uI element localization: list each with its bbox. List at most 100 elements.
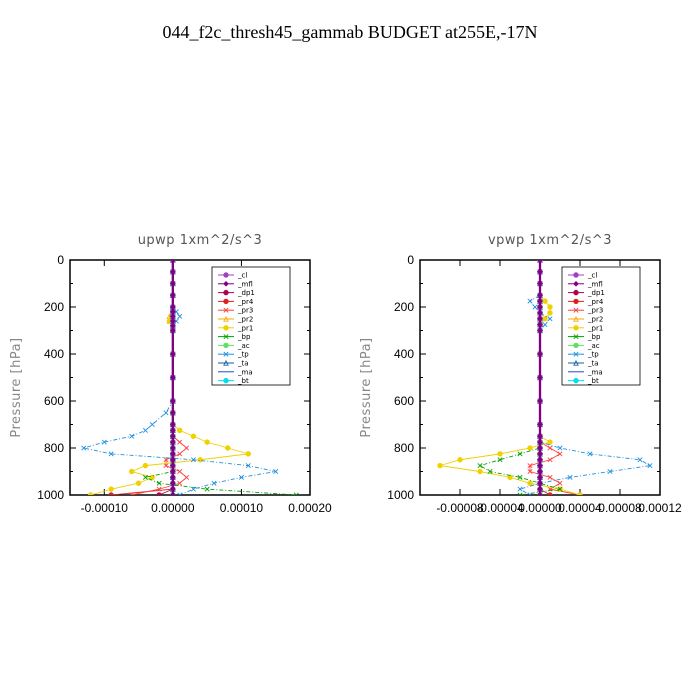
series-point-pr3 bbox=[129, 492, 135, 495]
series-point-mfl bbox=[170, 313, 176, 320]
series-point-pr1 bbox=[527, 445, 533, 451]
series-point-mfl bbox=[537, 445, 543, 451]
x-tick-label: 0.00010 bbox=[220, 501, 264, 515]
series-point-tp bbox=[557, 445, 563, 451]
series-point-tp bbox=[637, 457, 643, 463]
series-point-mfl bbox=[170, 468, 176, 475]
series-point-mfl bbox=[537, 468, 543, 475]
series-point-mfl bbox=[537, 304, 543, 310]
panel-title: upwp 1xm^2/s^3 bbox=[138, 233, 263, 248]
series-point-tp bbox=[587, 451, 593, 457]
legend-marker bbox=[223, 325, 229, 331]
series-group bbox=[437, 260, 653, 495]
x-tick-label: 0.00000 bbox=[518, 501, 562, 515]
legend-label: _bt bbox=[237, 377, 249, 385]
series-point-mfl bbox=[537, 439, 543, 445]
series-point-tp bbox=[567, 474, 573, 480]
legend-marker bbox=[573, 298, 579, 305]
series-point-mfl bbox=[170, 268, 176, 275]
series-point-pr3 bbox=[177, 468, 183, 475]
series-point-mfl bbox=[170, 409, 176, 416]
x-tick-label: -0.00008 bbox=[436, 501, 484, 515]
chart-panel-2: vpwp 1xm^2/s^3 Pressure [hPa] 0 200 400 600 80… bbox=[359, 233, 682, 515]
series-point-mfl bbox=[537, 315, 543, 322]
y-tick-label: 800 bbox=[394, 441, 414, 455]
y-tick-label: 400 bbox=[394, 347, 414, 361]
series-point-tp bbox=[108, 451, 114, 457]
series-point-tp bbox=[517, 486, 523, 492]
series-point-tp bbox=[607, 468, 613, 475]
legend-label: _ac bbox=[587, 342, 600, 350]
series-point-mfl bbox=[537, 480, 543, 487]
series-point-mfl bbox=[537, 474, 543, 481]
legend-label: _pr2 bbox=[237, 316, 253, 324]
series-point-pr3 bbox=[557, 480, 563, 486]
legend-marker bbox=[223, 281, 229, 287]
series-point-mfl bbox=[170, 318, 176, 324]
series-point-mfl bbox=[170, 462, 176, 469]
y-tick-label: 200 bbox=[44, 300, 64, 314]
legend-label: _pr2 bbox=[587, 316, 603, 324]
series-point-pr1 bbox=[177, 427, 183, 434]
series-point-pr1 bbox=[190, 433, 197, 439]
legend-marker bbox=[573, 334, 579, 340]
series-point-mfl bbox=[537, 421, 543, 428]
x-tick-label: 0.00000 bbox=[151, 501, 195, 515]
series-point-bp bbox=[497, 457, 503, 463]
legend-label: _ac bbox=[237, 342, 250, 350]
series-point-pr3 bbox=[177, 451, 183, 457]
series-point-tp bbox=[177, 492, 183, 495]
series-line-pr3 bbox=[131, 260, 188, 495]
y-tick-label: 200 bbox=[394, 300, 414, 314]
series-point-bp bbox=[557, 486, 563, 492]
series-point-pr1 bbox=[497, 451, 503, 457]
series-point-pr1 bbox=[437, 462, 443, 469]
series-point-mfl bbox=[537, 310, 543, 316]
series-point-mfl bbox=[170, 327, 176, 334]
legend-marker bbox=[223, 315, 229, 322]
legend-marker bbox=[573, 351, 579, 357]
y-tick-label: 400 bbox=[44, 347, 64, 361]
series-point-tp bbox=[211, 480, 217, 486]
series-point-pr1 bbox=[477, 468, 483, 475]
x-tick-label: 0.00004 bbox=[558, 501, 602, 515]
series-point-mfl bbox=[537, 298, 543, 304]
x-tick-label: -0.00010 bbox=[81, 501, 129, 515]
series-point-mfl bbox=[170, 421, 176, 428]
series-point-bp bbox=[477, 463, 483, 469]
legend-marker bbox=[573, 289, 579, 296]
legend-label: _tp bbox=[587, 351, 599, 359]
series-point-pr1 bbox=[142, 462, 149, 469]
series-group bbox=[81, 260, 299, 495]
series-point-mfl bbox=[170, 451, 176, 457]
series-point-pr1 bbox=[135, 480, 142, 486]
series-point-tp bbox=[190, 457, 196, 463]
legend-label: _pr1 bbox=[587, 324, 603, 332]
series-point-bp bbox=[487, 468, 493, 475]
series-line-pr4 bbox=[111, 260, 174, 495]
series-point-mfl bbox=[537, 433, 543, 440]
series-point-mfl bbox=[537, 321, 543, 328]
y-tick-label: 600 bbox=[44, 394, 64, 408]
series-point-bp bbox=[156, 480, 162, 486]
series-point-mfl bbox=[537, 327, 543, 334]
series-point-bp bbox=[293, 492, 299, 495]
y-tick-label: 1000 bbox=[37, 488, 64, 502]
series-point-pr3 bbox=[184, 474, 190, 480]
legend-label: _pr4 bbox=[237, 298, 254, 306]
series-point-pr4 bbox=[108, 492, 114, 495]
series-point-mfl bbox=[537, 492, 543, 495]
series-point-pr1 bbox=[149, 474, 155, 481]
legend-marker bbox=[223, 289, 229, 296]
series-point-mfl bbox=[170, 439, 176, 445]
series-point-mfl bbox=[537, 260, 543, 263]
series-point-pr1 bbox=[547, 310, 553, 316]
series-line-bp bbox=[478, 260, 561, 495]
series-point-tp bbox=[647, 463, 653, 469]
x-tick-label: 0.00012 bbox=[638, 501, 682, 515]
series-point-tp bbox=[101, 439, 107, 445]
legend-label: _pr1 bbox=[237, 324, 253, 332]
series-point-mfl bbox=[537, 486, 543, 492]
legend-label: _pr3 bbox=[587, 307, 603, 315]
legend-marker bbox=[573, 307, 579, 313]
